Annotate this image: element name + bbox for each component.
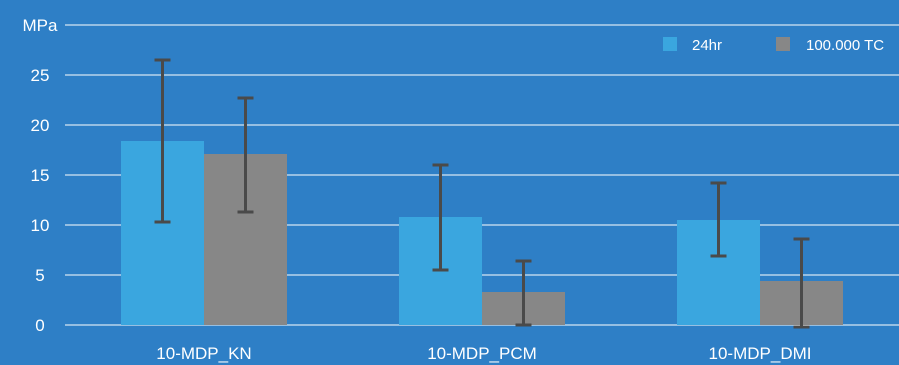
bars bbox=[121, 141, 843, 325]
x-axis-labels: 10-MDP_KN 10-MDP_PCM 10-MDP_DMI bbox=[156, 344, 811, 363]
error-bars bbox=[154, 58, 810, 329]
error-bar-series1-10-MDP_KN bbox=[154, 58, 171, 224]
legend-label-2: 100.000 TC bbox=[806, 37, 884, 54]
error-bar-series2-10-MDP_PCM bbox=[515, 259, 532, 327]
y-tick-label: 25 bbox=[31, 66, 50, 85]
x-category-label: 10-MDP_PCM bbox=[427, 344, 537, 363]
error-bar-series1-10-MDP_PCM bbox=[432, 163, 449, 272]
error-bar-series2-10-MDP_DMI bbox=[793, 237, 810, 329]
legend-swatch-2 bbox=[776, 37, 790, 51]
legend-swatch-1 bbox=[663, 37, 677, 51]
error-bar-series2-10-MDP_KN bbox=[237, 96, 254, 214]
y-tick-label: 5 bbox=[35, 266, 44, 285]
x-category-label: 10-MDP_DMI bbox=[709, 344, 812, 363]
y-tick-label: 10 bbox=[31, 216, 50, 235]
y-tick-label: 15 bbox=[31, 166, 50, 185]
y-axis-unit-label: MPa bbox=[23, 16, 59, 35]
y-tick-label: 20 bbox=[31, 116, 50, 135]
legend: 24hr 100.000 TC bbox=[663, 37, 884, 54]
y-tick-label: 0 bbox=[35, 316, 44, 335]
y-axis-ticks: 0 5 10 15 20 25 bbox=[31, 66, 50, 335]
legend-label-1: 24hr bbox=[692, 37, 722, 54]
error-bar-series1-10-MDP_DMI bbox=[710, 181, 727, 258]
x-category-label: 10-MDP_KN bbox=[156, 344, 251, 363]
